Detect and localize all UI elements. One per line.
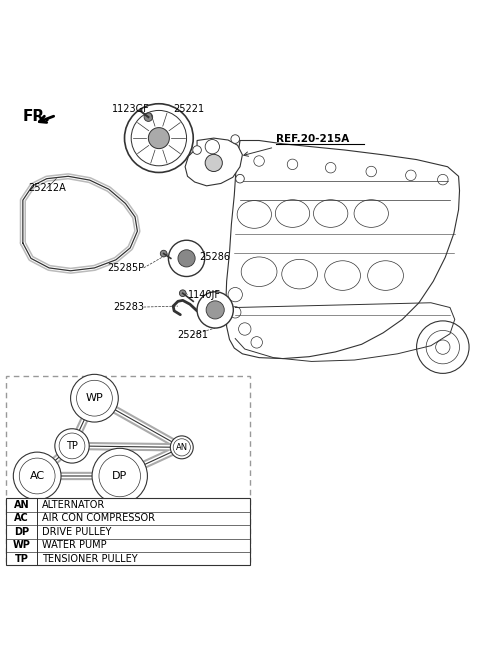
Text: DP: DP <box>14 527 29 537</box>
Circle shape <box>148 128 169 149</box>
Text: 1123GF: 1123GF <box>111 105 149 114</box>
Circle shape <box>178 250 195 267</box>
Text: FR.: FR. <box>23 109 51 124</box>
Text: ALTERNATOR: ALTERNATOR <box>42 500 105 510</box>
Circle shape <box>193 145 201 155</box>
Circle shape <box>13 452 61 500</box>
Circle shape <box>168 240 204 276</box>
Text: 25285P: 25285P <box>108 263 144 273</box>
Text: AC: AC <box>14 513 29 524</box>
Text: REF.20-215A: REF.20-215A <box>276 134 349 144</box>
Circle shape <box>160 250 167 257</box>
Circle shape <box>206 301 224 319</box>
Text: WP: WP <box>85 393 103 403</box>
Circle shape <box>144 113 153 122</box>
Text: 25281: 25281 <box>177 330 208 340</box>
Circle shape <box>197 291 233 328</box>
Polygon shape <box>185 138 242 186</box>
Circle shape <box>205 155 222 172</box>
Text: TP: TP <box>66 441 78 451</box>
Text: 25221: 25221 <box>173 105 204 114</box>
Text: DP: DP <box>112 471 127 481</box>
Text: 25283: 25283 <box>114 302 144 312</box>
Text: WATER PUMP: WATER PUMP <box>42 540 107 550</box>
Text: DRIVE PULLEY: DRIVE PULLEY <box>42 527 111 537</box>
Text: AC: AC <box>30 471 45 481</box>
Circle shape <box>180 290 186 297</box>
Circle shape <box>71 374 118 422</box>
Text: AN: AN <box>14 500 29 510</box>
Text: TP: TP <box>15 553 29 563</box>
Circle shape <box>236 174 244 183</box>
FancyBboxPatch shape <box>6 498 250 565</box>
FancyBboxPatch shape <box>6 376 250 562</box>
Circle shape <box>92 448 147 503</box>
Text: TENSIONER PULLEY: TENSIONER PULLEY <box>42 553 138 563</box>
Text: 1140JF: 1140JF <box>188 290 220 299</box>
Circle shape <box>170 436 193 459</box>
Text: 25212A: 25212A <box>28 183 66 193</box>
Circle shape <box>231 135 240 143</box>
Text: 25286: 25286 <box>199 253 230 263</box>
Text: AN: AN <box>176 443 188 452</box>
Text: AIR CON COMPRESSOR: AIR CON COMPRESSOR <box>42 513 155 524</box>
Text: WP: WP <box>13 540 31 550</box>
Circle shape <box>55 429 89 463</box>
Circle shape <box>124 104 193 172</box>
